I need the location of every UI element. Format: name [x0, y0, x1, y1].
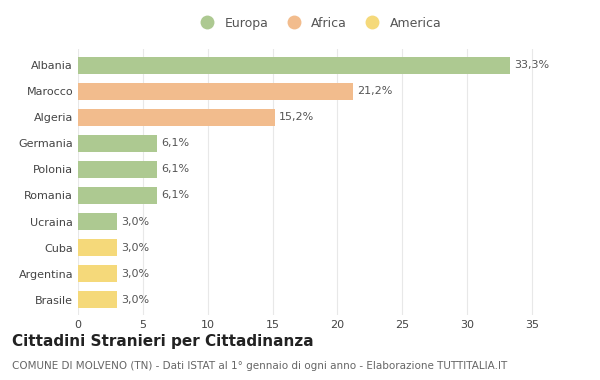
- Text: 3,0%: 3,0%: [121, 295, 149, 305]
- Bar: [78, 213, 117, 230]
- Text: 33,3%: 33,3%: [514, 60, 549, 70]
- Text: 6,1%: 6,1%: [161, 138, 189, 148]
- Text: COMUNE DI MOLVENO (TN) - Dati ISTAT al 1° gennaio di ogni anno - Elaborazione TU: COMUNE DI MOLVENO (TN) - Dati ISTAT al 1…: [12, 361, 507, 371]
- Text: 3,0%: 3,0%: [121, 269, 149, 279]
- Bar: [78, 161, 157, 178]
- Text: 21,2%: 21,2%: [357, 86, 392, 96]
- Legend: Europa, Africa, America: Europa, Africa, America: [191, 13, 445, 33]
- Bar: [78, 82, 353, 100]
- Bar: [78, 135, 157, 152]
- Bar: [78, 57, 510, 73]
- Text: 3,0%: 3,0%: [121, 242, 149, 253]
- Text: Cittadini Stranieri per Cittadinanza: Cittadini Stranieri per Cittadinanza: [12, 334, 314, 349]
- Bar: [78, 187, 157, 204]
- Text: 6,1%: 6,1%: [161, 190, 189, 200]
- Bar: [78, 291, 117, 308]
- Bar: [78, 239, 117, 256]
- Text: 15,2%: 15,2%: [279, 112, 314, 122]
- Text: 6,1%: 6,1%: [161, 165, 189, 174]
- Text: 3,0%: 3,0%: [121, 217, 149, 226]
- Bar: [78, 265, 117, 282]
- Bar: [78, 109, 275, 126]
